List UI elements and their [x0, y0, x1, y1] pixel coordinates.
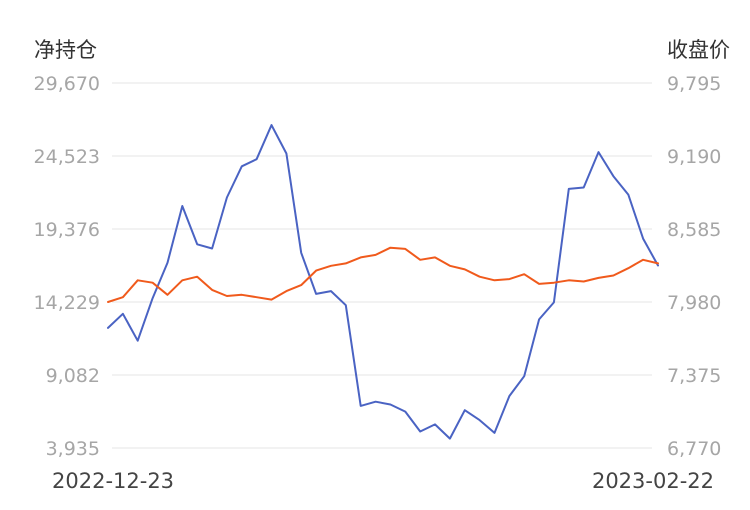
net-position-line — [107, 124, 659, 440]
right-tick-label: 6,770 — [667, 438, 721, 460]
close-price-line — [107, 246, 659, 303]
right-tick-label: 9,190 — [667, 146, 721, 168]
x-end-date-label: 2023-02-22 — [591, 469, 714, 493]
right-axis-title: 收盘价 — [667, 38, 730, 62]
left-axis-ticks: 29,670 24,523 19,376 14,229 9,082 3,935 — [34, 73, 100, 460]
left-axis-title: 净持仓 — [34, 38, 97, 62]
right-axis-ticks: 9,795 9,190 8,585 7,980 7,375 6,770 — [667, 73, 721, 460]
right-tick-label: 7,375 — [667, 365, 721, 387]
x-start-date-label: 2022-12-23 — [52, 469, 175, 493]
left-tick-label: 19,376 — [34, 219, 100, 241]
grid-lines — [112, 82, 652, 449]
right-tick-label: 8,585 — [667, 219, 721, 241]
right-tick-label: 7,980 — [667, 292, 721, 314]
right-tick-label: 9,795 — [667, 73, 721, 95]
series-lines — [107, 124, 659, 440]
left-tick-label: 3,935 — [46, 438, 100, 460]
left-tick-label: 24,523 — [34, 146, 100, 168]
left-tick-label: 9,082 — [46, 365, 100, 387]
left-tick-label: 14,229 — [34, 292, 100, 314]
left-tick-label: 29,670 — [34, 73, 100, 95]
